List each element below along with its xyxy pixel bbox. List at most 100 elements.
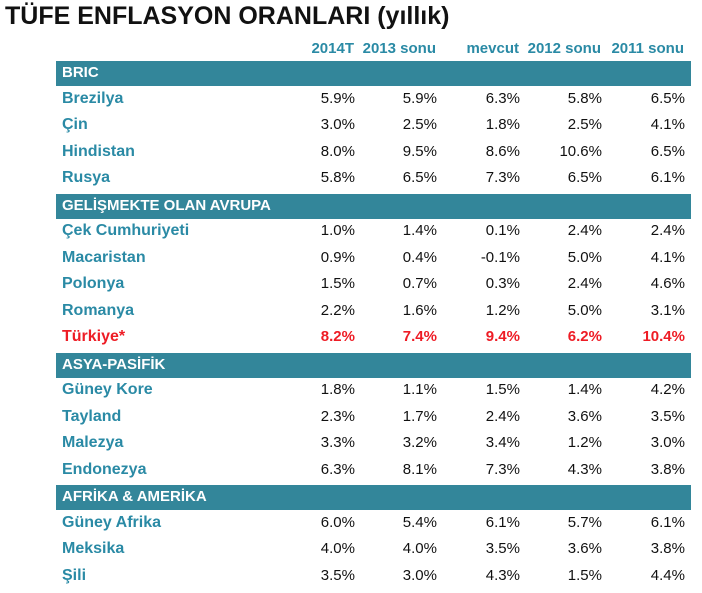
table-cell: 0.1% — [485, 222, 520, 239]
table-cell: 1.1% — [402, 381, 437, 398]
table-cell: 6.5% — [650, 90, 685, 107]
table-cell: 3.0% — [320, 116, 355, 133]
table-row: Romanya 2.2% 1.6% 1.2% 5.0% 3.1% — [56, 299, 691, 323]
table-cell: 9.4% — [485, 328, 520, 345]
table-cell: 3.4% — [485, 434, 520, 451]
table-cell: 1.2% — [567, 434, 602, 451]
table-cell: 2.2% — [320, 302, 355, 319]
table-cell: 3.6% — [567, 540, 602, 557]
country-name: Meksika — [62, 540, 125, 557]
table-cell: 1.5% — [485, 381, 520, 398]
country-name: Macaristan — [62, 249, 146, 266]
table-cell: 0.9% — [320, 249, 355, 266]
table-cell: 5.9% — [402, 90, 437, 107]
country-name: Hindistan — [62, 143, 135, 160]
table-cell: 2.3% — [320, 408, 355, 425]
table-row: Şili 3.5% 3.0% 4.3% 1.5% 4.4% — [56, 564, 691, 588]
table-cell: 4.2% — [650, 381, 685, 398]
table-row: Türkiye* 8.2% 7.4% 9.4% 6.2% 10.4% — [56, 325, 691, 349]
table-row: Çin 3.0% 2.5% 1.8% 2.5% 4.1% — [56, 113, 691, 137]
table-cell: 3.0% — [402, 567, 437, 584]
section-header: BRIC — [56, 60, 691, 86]
table-cell: 5.8% — [567, 90, 602, 107]
table-cell: 0.3% — [485, 275, 520, 292]
column-header: mevcut — [466, 40, 519, 57]
section-name: BRIC — [62, 64, 99, 81]
table-cell: 0.7% — [402, 275, 437, 292]
table-row: Polonya 1.5% 0.7% 0.3% 2.4% 4.6% — [56, 272, 691, 296]
table-row: Güney Kore 1.8% 1.1% 1.5% 1.4% 4.2% — [56, 378, 691, 402]
table-cell: 3.5% — [650, 408, 685, 425]
table-cell: 6.5% — [567, 169, 602, 186]
country-name: Polonya — [62, 275, 125, 292]
table-cell: 4.0% — [320, 540, 355, 557]
table-cell: 5.4% — [402, 514, 437, 531]
page-title: TÜFE ENFLASYON ORANLARI (yıllık) — [5, 2, 450, 30]
section-header: AFRİKA & AMERİKA — [56, 484, 691, 510]
table-cell: 5.0% — [567, 249, 602, 266]
table-cell: 5.8% — [320, 169, 355, 186]
section-header: ASYA-PASİFİK — [56, 352, 691, 378]
table-cell: 1.6% — [402, 302, 437, 319]
table-cell: -0.1% — [480, 249, 520, 266]
table-cell: 3.8% — [650, 540, 685, 557]
table-cell: 6.3% — [485, 90, 520, 107]
table-cell: 1.5% — [567, 567, 602, 584]
table-cell: 0.4% — [402, 249, 437, 266]
table-cell: 1.8% — [485, 116, 520, 133]
table-row: Tayland 2.3% 1.7% 2.4% 3.6% 3.5% — [56, 405, 691, 429]
table-cell: 6.5% — [402, 169, 437, 186]
table-cell: 6.2% — [567, 328, 602, 345]
country-name: Çin — [62, 116, 88, 133]
table-cell: 5.0% — [567, 302, 602, 319]
table-cell: 2.4% — [485, 408, 520, 425]
country-name: Güney Kore — [62, 381, 153, 398]
table-cell: 5.9% — [320, 90, 355, 107]
table-cell: 2.5% — [567, 116, 602, 133]
table-cell: 2.5% — [402, 116, 437, 133]
country-name: Malezya — [62, 434, 124, 451]
country-name: Türkiye* — [62, 328, 126, 345]
table-row: Hindistan 8.0% 9.5% 8.6% 10.6% 6.5% — [56, 140, 691, 164]
country-name: Güney Afrika — [62, 514, 161, 531]
table-cell: 3.8% — [650, 461, 685, 478]
table-cell: 3.3% — [320, 434, 355, 451]
table-cell: 4.3% — [567, 461, 602, 478]
table-cell: 2.4% — [650, 222, 685, 239]
table-cell: 1.4% — [567, 381, 602, 398]
table-cell: 10.4% — [642, 328, 685, 345]
column-header: 2013 sonu — [362, 40, 436, 57]
column-header: 2014T — [311, 40, 354, 57]
country-name: Romanya — [62, 302, 135, 319]
table-cell: 6.3% — [320, 461, 355, 478]
table-row: Macaristan 0.9% 0.4% -0.1% 5.0% 4.1% — [56, 246, 691, 270]
table-row: Endonezya 6.3% 8.1% 7.3% 4.3% 3.8% — [56, 458, 691, 482]
table-cell: 3.6% — [567, 408, 602, 425]
country-name: Tayland — [62, 408, 122, 425]
table-cell: 3.5% — [485, 540, 520, 557]
table-row: Malezya 3.3% 3.2% 3.4% 1.2% 3.0% — [56, 431, 691, 455]
table-row: Meksika 4.0% 4.0% 3.5% 3.6% 3.8% — [56, 537, 691, 561]
table-cell: 8.0% — [320, 143, 355, 160]
table-cell: 1.8% — [320, 381, 355, 398]
table-cell: 1.0% — [320, 222, 355, 239]
country-name: Brezilya — [62, 90, 124, 107]
table-row: Brezilya 5.9% 5.9% 6.3% 5.8% 6.5% — [56, 87, 691, 111]
table-cell: 8.1% — [402, 461, 437, 478]
table-cell: 6.0% — [320, 514, 355, 531]
table-cell: 9.5% — [402, 143, 437, 160]
table-cell: 2.4% — [567, 222, 602, 239]
table-cell: 10.6% — [559, 143, 602, 160]
table-cell: 2.4% — [567, 275, 602, 292]
section-name: GELİŞMEKTE OLAN AVRUPA — [62, 197, 271, 214]
column-header: 2012 sonu — [527, 40, 601, 57]
table-cell: 7.3% — [485, 169, 520, 186]
table-cell: 4.1% — [650, 249, 685, 266]
table-cell: 8.2% — [320, 328, 355, 345]
table-cell: 6.1% — [485, 514, 520, 531]
table-cell: 4.0% — [402, 540, 437, 557]
table-cell: 4.1% — [650, 116, 685, 133]
table-cell: 6.1% — [650, 169, 685, 186]
table-cell: 1.5% — [320, 275, 355, 292]
table-cell: 1.2% — [485, 302, 520, 319]
